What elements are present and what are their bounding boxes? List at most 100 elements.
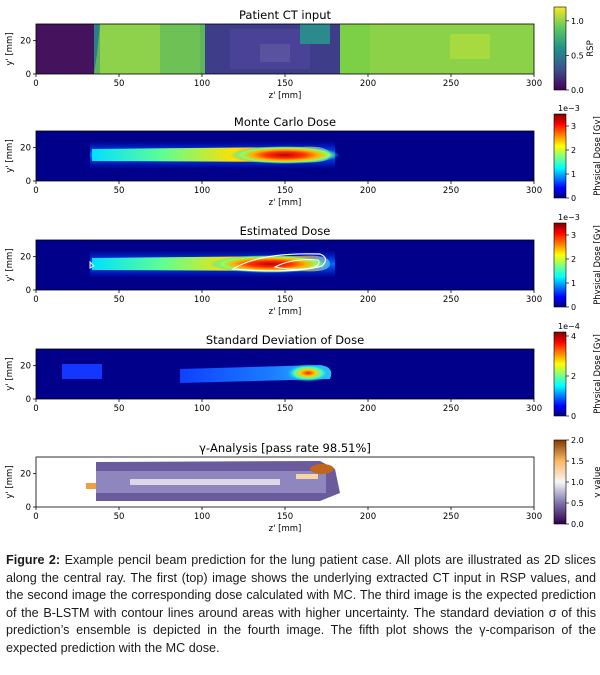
x-tick-label: 300 [526, 79, 542, 89]
colorbar-tick-label: 0 [571, 303, 576, 312]
x-tick-label: 50 [114, 186, 125, 196]
colorbar-tick-label: 2 [571, 372, 576, 381]
x-tick-label: 250 [443, 512, 459, 522]
x-tick-label: 50 [114, 404, 125, 414]
x-tick-label: 0 [33, 512, 38, 522]
sd-entry-region [62, 364, 102, 379]
gamma-entry-fail [86, 483, 96, 489]
colorbar-tick-label: 1.5 [571, 457, 584, 466]
panel-image [36, 24, 534, 74]
y-axis-label: y' [mm] [5, 248, 15, 281]
colorbar-label: Physical Dose [Gy] [593, 225, 600, 305]
y-tick-label: 0 [26, 286, 31, 296]
uncertainty-contour-outer [231, 253, 327, 272]
colorbar-tick-label: 4 [571, 332, 576, 341]
panel-image [36, 457, 534, 507]
y-tick-label: 0 [26, 503, 31, 513]
x-tick-label: 300 [526, 404, 542, 414]
colorbar-label: Physical Dose [Gy] [593, 116, 600, 196]
colorbar [553, 439, 567, 525]
x-tick-label: 100 [194, 512, 210, 522]
x-axis-label: z' [mm] [269, 91, 302, 101]
x-tick-label: 200 [360, 186, 376, 196]
panel-5: γ-Analysis [pass rate 98.51%] 0 50 100 150 20… [5, 436, 600, 534]
x-tick-label: 100 [194, 295, 210, 305]
ct-tissue-b [160, 24, 200, 74]
colorbar-tick-label: 1.0 [571, 17, 584, 26]
x-tick-label: 0 [33, 295, 38, 305]
x-tick-label: 150 [277, 79, 293, 89]
x-tick-label: 50 [114, 79, 125, 89]
panel-title: Estimated Dose [240, 224, 331, 238]
x-tick-label: 50 [114, 512, 125, 522]
x-axis-label: z' [mm] [269, 307, 302, 317]
x-tick-label: 100 [194, 79, 210, 89]
caption-text: Example pencil beam prediction for the l… [6, 553, 596, 655]
y-tick-label: 20 [20, 253, 31, 263]
colorbar-tick-label: 0.5 [571, 51, 584, 60]
caption-label: Figure 2: [6, 553, 61, 567]
panel-title: γ-Analysis [pass rate 98.51%] [199, 441, 371, 455]
x-tick-label: 300 [526, 512, 542, 522]
x-tick-label: 300 [526, 186, 542, 196]
gamma-fail-edge [296, 474, 318, 479]
x-tick-label: 150 [277, 404, 293, 414]
panel-title: Patient CT input [239, 8, 331, 22]
y-tick-label: 0 [26, 395, 31, 405]
colorbar-label: Physical Dose [Gy] [593, 334, 600, 414]
colorbar-tick-label: 1.0 [571, 478, 584, 487]
y-tick-label: 0 [26, 70, 31, 80]
colorbar-label: γ value [593, 467, 600, 498]
colorbar-label: RSP [586, 40, 596, 56]
dose-bragg-peak [210, 255, 330, 273]
x-tick-label: 200 [360, 404, 376, 414]
y-tick-label: 20 [20, 362, 31, 372]
y-tick-label: 20 [20, 144, 31, 154]
x-tick-label: 50 [114, 295, 125, 305]
panel-image [36, 349, 534, 399]
panel-image [36, 131, 534, 181]
x-tick-label: 150 [277, 295, 293, 305]
x-tick-label: 0 [33, 186, 38, 196]
colorbar-tick-label: 0.0 [571, 520, 584, 529]
y-axis-label: y' [mm] [5, 139, 15, 172]
x-tick-label: 250 [443, 186, 459, 196]
x-tick-label: 0 [33, 79, 38, 89]
gamma-centerline [130, 479, 280, 485]
x-axis-label: z' [mm] [269, 524, 302, 534]
x-tick-label: 100 [194, 186, 210, 196]
ct-edge [94, 24, 100, 74]
y-tick-label: 20 [20, 470, 31, 480]
x-tick-label: 250 [443, 404, 459, 414]
uncertainty-contour-inner [273, 259, 320, 270]
x-tick-label: 250 [443, 79, 459, 89]
colorbar-tick-label: 0 [571, 412, 576, 421]
ct-lung-detail [260, 44, 290, 62]
colorbar [553, 113, 567, 199]
gamma-fail-region [310, 464, 334, 474]
x-tick-label: 250 [443, 295, 459, 305]
colorbar-tick-label: 2 [571, 146, 576, 155]
x-axis-label: z' [mm] [269, 198, 302, 208]
sd-peak [286, 364, 330, 382]
colorbar-multiplier: 1e−3 [558, 104, 580, 113]
colorbar-tick-label: 1 [571, 279, 576, 288]
ct-tissue-e [450, 34, 490, 59]
panel-title: Monte Carlo Dose [234, 115, 336, 129]
x-tick-label: 150 [277, 512, 293, 522]
x-tick-label: 100 [194, 404, 210, 414]
y-axis-label: y' [mm] [5, 357, 15, 390]
x-tick-label: 150 [277, 186, 293, 196]
colorbar-tick-label: 1 [571, 170, 576, 179]
colorbar-tick-label: 0 [571, 194, 576, 203]
ct-vessel [300, 24, 330, 44]
colorbar-multiplier: 1e−3 [558, 213, 580, 222]
dose-bragg-peak [230, 146, 340, 164]
x-tick-label: 200 [360, 512, 376, 522]
y-tick-label: 20 [20, 37, 31, 47]
